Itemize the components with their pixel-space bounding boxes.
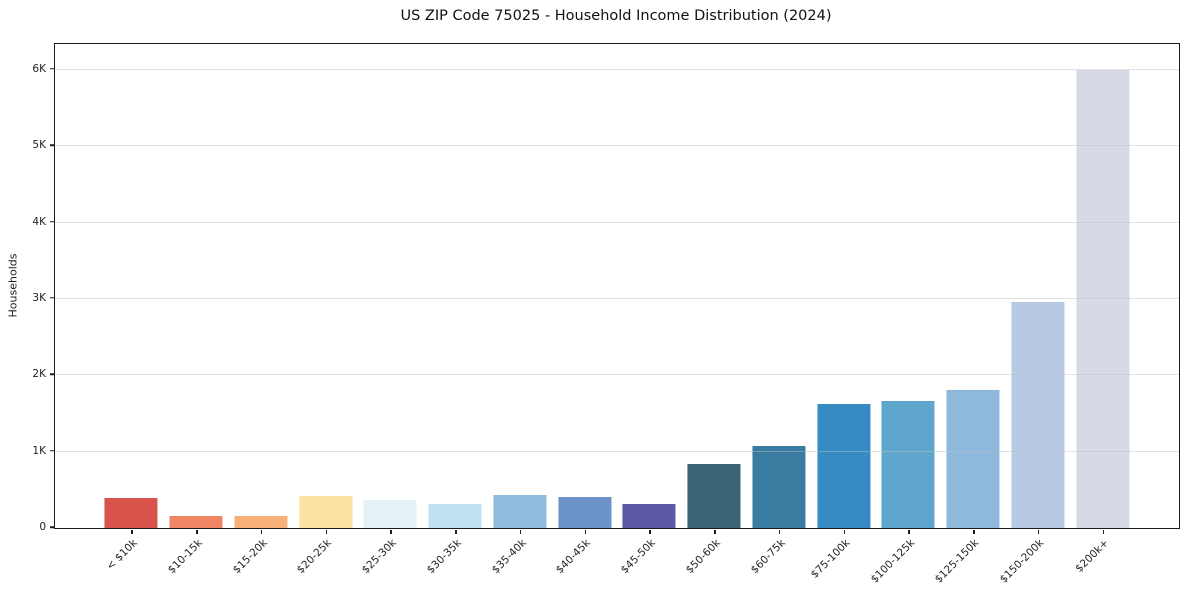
chart-title: US ZIP Code 75025 - Household Income Dis…: [400, 8, 832, 24]
bar-slot: $200k+: [1070, 44, 1135, 575]
x-tick-label: $20-25k: [295, 537, 335, 577]
bar-slot: $45-50k: [617, 44, 682, 576]
x-tick-mark: [519, 529, 522, 534]
y-tick-mark: [49, 526, 54, 528]
bar-slot: $25-30k: [358, 44, 423, 576]
y-tick-mark: [49, 68, 54, 70]
bar: [752, 445, 806, 528]
bar-slot: $30-35k: [423, 44, 488, 576]
bar: [1076, 69, 1130, 528]
x-tick-mark: [1037, 529, 1040, 534]
x-tick-label: < $10k: [104, 537, 140, 573]
x-tick-label: $100-125k: [868, 537, 917, 586]
bar: [1011, 302, 1065, 528]
bar-slot: $10-15k: [164, 44, 229, 576]
y-tick-mark: [49, 449, 54, 452]
x-tick-label: $150-200k: [997, 537, 1047, 586]
bar: [687, 463, 741, 528]
x-tick-mark: [260, 529, 263, 534]
bar-slot: $50-60k: [682, 44, 747, 576]
y-tick-label: 4K: [32, 215, 46, 228]
bar-slot: $150-200k: [998, 44, 1071, 586]
bar: [622, 503, 676, 528]
x-tick-label: $25-30k: [359, 537, 399, 577]
x-tick-mark: [778, 529, 781, 534]
x-tick-mark: [131, 529, 133, 534]
x-tick-mark: [325, 529, 328, 534]
y-tick-label: 6K: [32, 62, 46, 75]
x-tick-label: $35-40k: [489, 537, 529, 577]
bar-slot: < $10k: [99, 44, 164, 573]
y-tick-label: 5K: [32, 139, 46, 152]
bar-slot: $35-40k: [488, 44, 553, 576]
bar: [428, 503, 482, 528]
y-tick-label: 1K: [32, 444, 46, 457]
y-tick-label: 2K: [32, 368, 46, 381]
x-tick-label: $125-150k: [933, 537, 982, 586]
bar-slot: $60-75k: [747, 44, 812, 576]
bar-slot: $40-45k: [552, 44, 617, 576]
x-tick-mark: [649, 529, 651, 534]
bar-slot: $15-20k: [229, 44, 294, 576]
bar: [881, 400, 935, 528]
bar: [363, 500, 417, 528]
x-tick-label: $15-20k: [230, 537, 270, 577]
x-tick-label: $75-100k: [808, 537, 853, 581]
bars-container: < $10k $10-15k $15-20k $20-25k $25-30k $30-35…: [99, 44, 1135, 586]
x-tick-label: $200k+: [1073, 537, 1112, 575]
bar-slot: $20-25k: [293, 44, 358, 576]
bar: [493, 494, 547, 528]
y-tick-mark: [49, 144, 54, 147]
y-axis-ticks: [49, 43, 54, 528]
x-tick-mark: [973, 529, 975, 534]
bar: [558, 497, 612, 528]
x-tick-label: $30-35k: [424, 537, 464, 577]
plot-area: < $10k $10-15k $15-20k $20-25k $25-30k $30-35…: [54, 43, 1180, 586]
bar: [299, 495, 353, 528]
y-tick-mark: [49, 220, 54, 223]
x-tick-mark: [843, 529, 846, 534]
x-tick-mark: [584, 529, 587, 534]
x-tick-mark: [455, 529, 457, 534]
x-tick-label: $60-75k: [748, 537, 788, 577]
y-tick-label: 3K: [32, 291, 46, 304]
x-tick-mark: [390, 529, 392, 534]
x-tick-mark: [714, 529, 716, 534]
y-tick-mark: [49, 373, 54, 376]
x-tick-label: $50-60k: [683, 537, 723, 577]
x-tick-label: $40-45k: [554, 537, 594, 577]
bar-slot: $125-150k: [933, 44, 1006, 586]
bar: [104, 497, 158, 528]
x-tick-mark: [196, 529, 198, 534]
x-tick-mark: [1102, 529, 1105, 534]
bar: [234, 515, 288, 528]
y-tick-mark: [49, 297, 54, 299]
bar-slot: $100-125k: [868, 44, 941, 586]
bar: [946, 389, 1000, 528]
y-axis-tick-labels: 0 1K 2K 3K 4K 5K 6K: [0, 43, 46, 533]
bar: [817, 404, 871, 528]
bar-slot: $75-100k: [808, 44, 876, 581]
x-tick-mark: [908, 529, 910, 534]
x-tick-label: $10-15k: [165, 537, 205, 577]
bar: [169, 516, 223, 528]
x-tick-label: $45-50k: [618, 537, 658, 577]
y-tick-label: 0: [39, 521, 46, 533]
